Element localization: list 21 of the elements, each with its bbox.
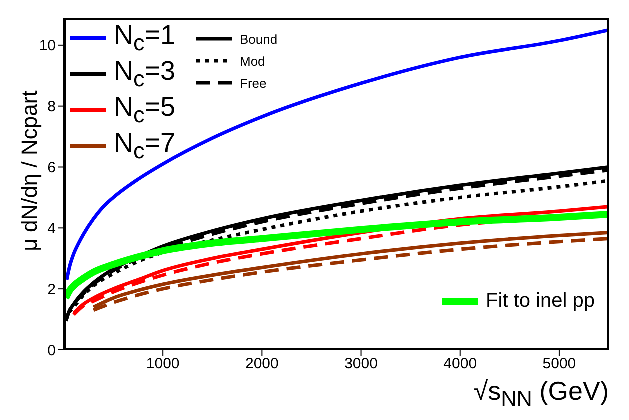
x-axis-title: √s$_{NN}$ (GeV)	[474, 376, 609, 412]
y-tick-label: 4	[48, 220, 56, 238]
legend-label: Free	[240, 76, 267, 90]
x-tick-label: 1000	[146, 356, 180, 373]
legend-label: Fit to inel pp	[486, 290, 595, 313]
y-axis-title: μ dN/dη / Ncpart	[17, 90, 42, 252]
y-tick-label: 8	[48, 98, 56, 116]
legend-label: N$_{c}$=3	[114, 56, 176, 92]
y-tick-label: 0	[48, 342, 56, 360]
x-tick-label: 4000	[444, 356, 478, 373]
y-tick-label: 2	[48, 281, 56, 298]
legend-label: N$_{c}$=7	[114, 128, 176, 164]
y-tick-label: 6	[48, 160, 56, 177]
legend-label: N$_{c}$=5	[114, 92, 176, 128]
x-tick-label: 3000	[344, 356, 378, 373]
annotation: Bound	[240, 32, 278, 46]
x-tick-label: 2000	[245, 356, 279, 373]
legend-label: N$_{c}$=1	[114, 20, 176, 56]
y-tick-label: 10	[39, 38, 56, 55]
legend-label: Mod	[240, 54, 266, 68]
x-tick-label: 5000	[542, 356, 576, 373]
